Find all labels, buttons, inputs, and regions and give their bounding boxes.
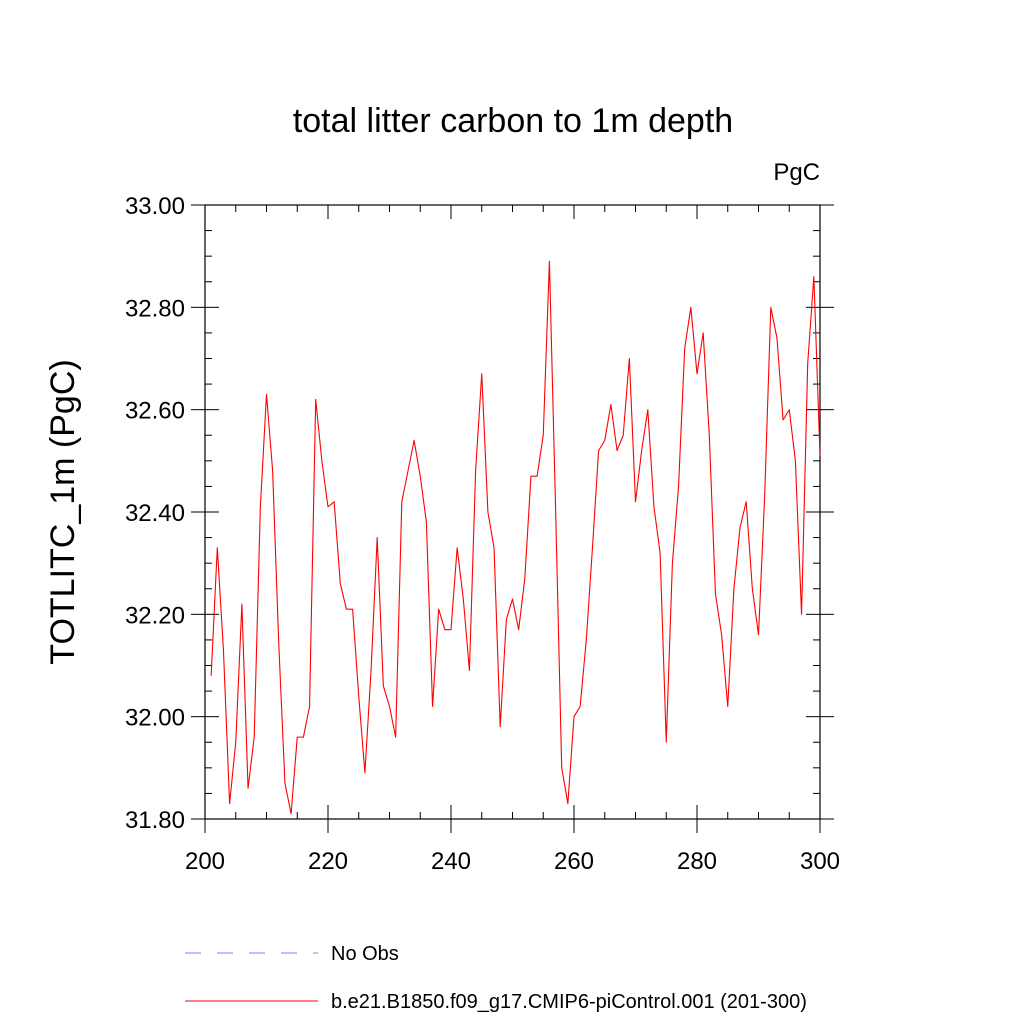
y-tick-label: 31.80: [125, 807, 185, 834]
plot-frame: [204, 204, 821, 820]
y-axis-label: TOTLITC_1m (PgC): [44, 359, 82, 664]
axes: 200 220 240 260 280 300 31.80 32.00 32.20 32.40 32…: [125, 193, 840, 875]
chart-title: total litter carbon to 1m depth: [293, 102, 733, 140]
x-tick-label: 200: [185, 848, 225, 875]
legend: No Obs b.e21.B1850.f09_g17.CMIP6-piContro…: [185, 943, 807, 1013]
y-tick-label: 32.80: [125, 295, 185, 322]
y-tick-label: 33.00: [125, 193, 185, 220]
legend-no-obs-label: No Obs: [331, 943, 399, 965]
units-label: PgC: [773, 159, 820, 186]
x-tick-label: 220: [308, 848, 348, 875]
x-tick-label: 300: [800, 848, 840, 875]
series-line-model: [210, 260, 821, 815]
y-tick-label: 32.40: [125, 500, 185, 527]
y-tick-label: 32.20: [125, 602, 185, 629]
y-tick-label: 32.60: [125, 398, 185, 425]
legend-model-label: b.e21.B1850.f09_g17.CMIP6-piControl.001 …: [331, 991, 807, 1013]
plot-area: [210, 260, 821, 815]
y-tick-label: 32.00: [125, 705, 185, 732]
x-tick-label: 280: [677, 848, 717, 875]
x-tick-label: 240: [431, 848, 471, 875]
x-tick-label: 260: [554, 848, 594, 875]
